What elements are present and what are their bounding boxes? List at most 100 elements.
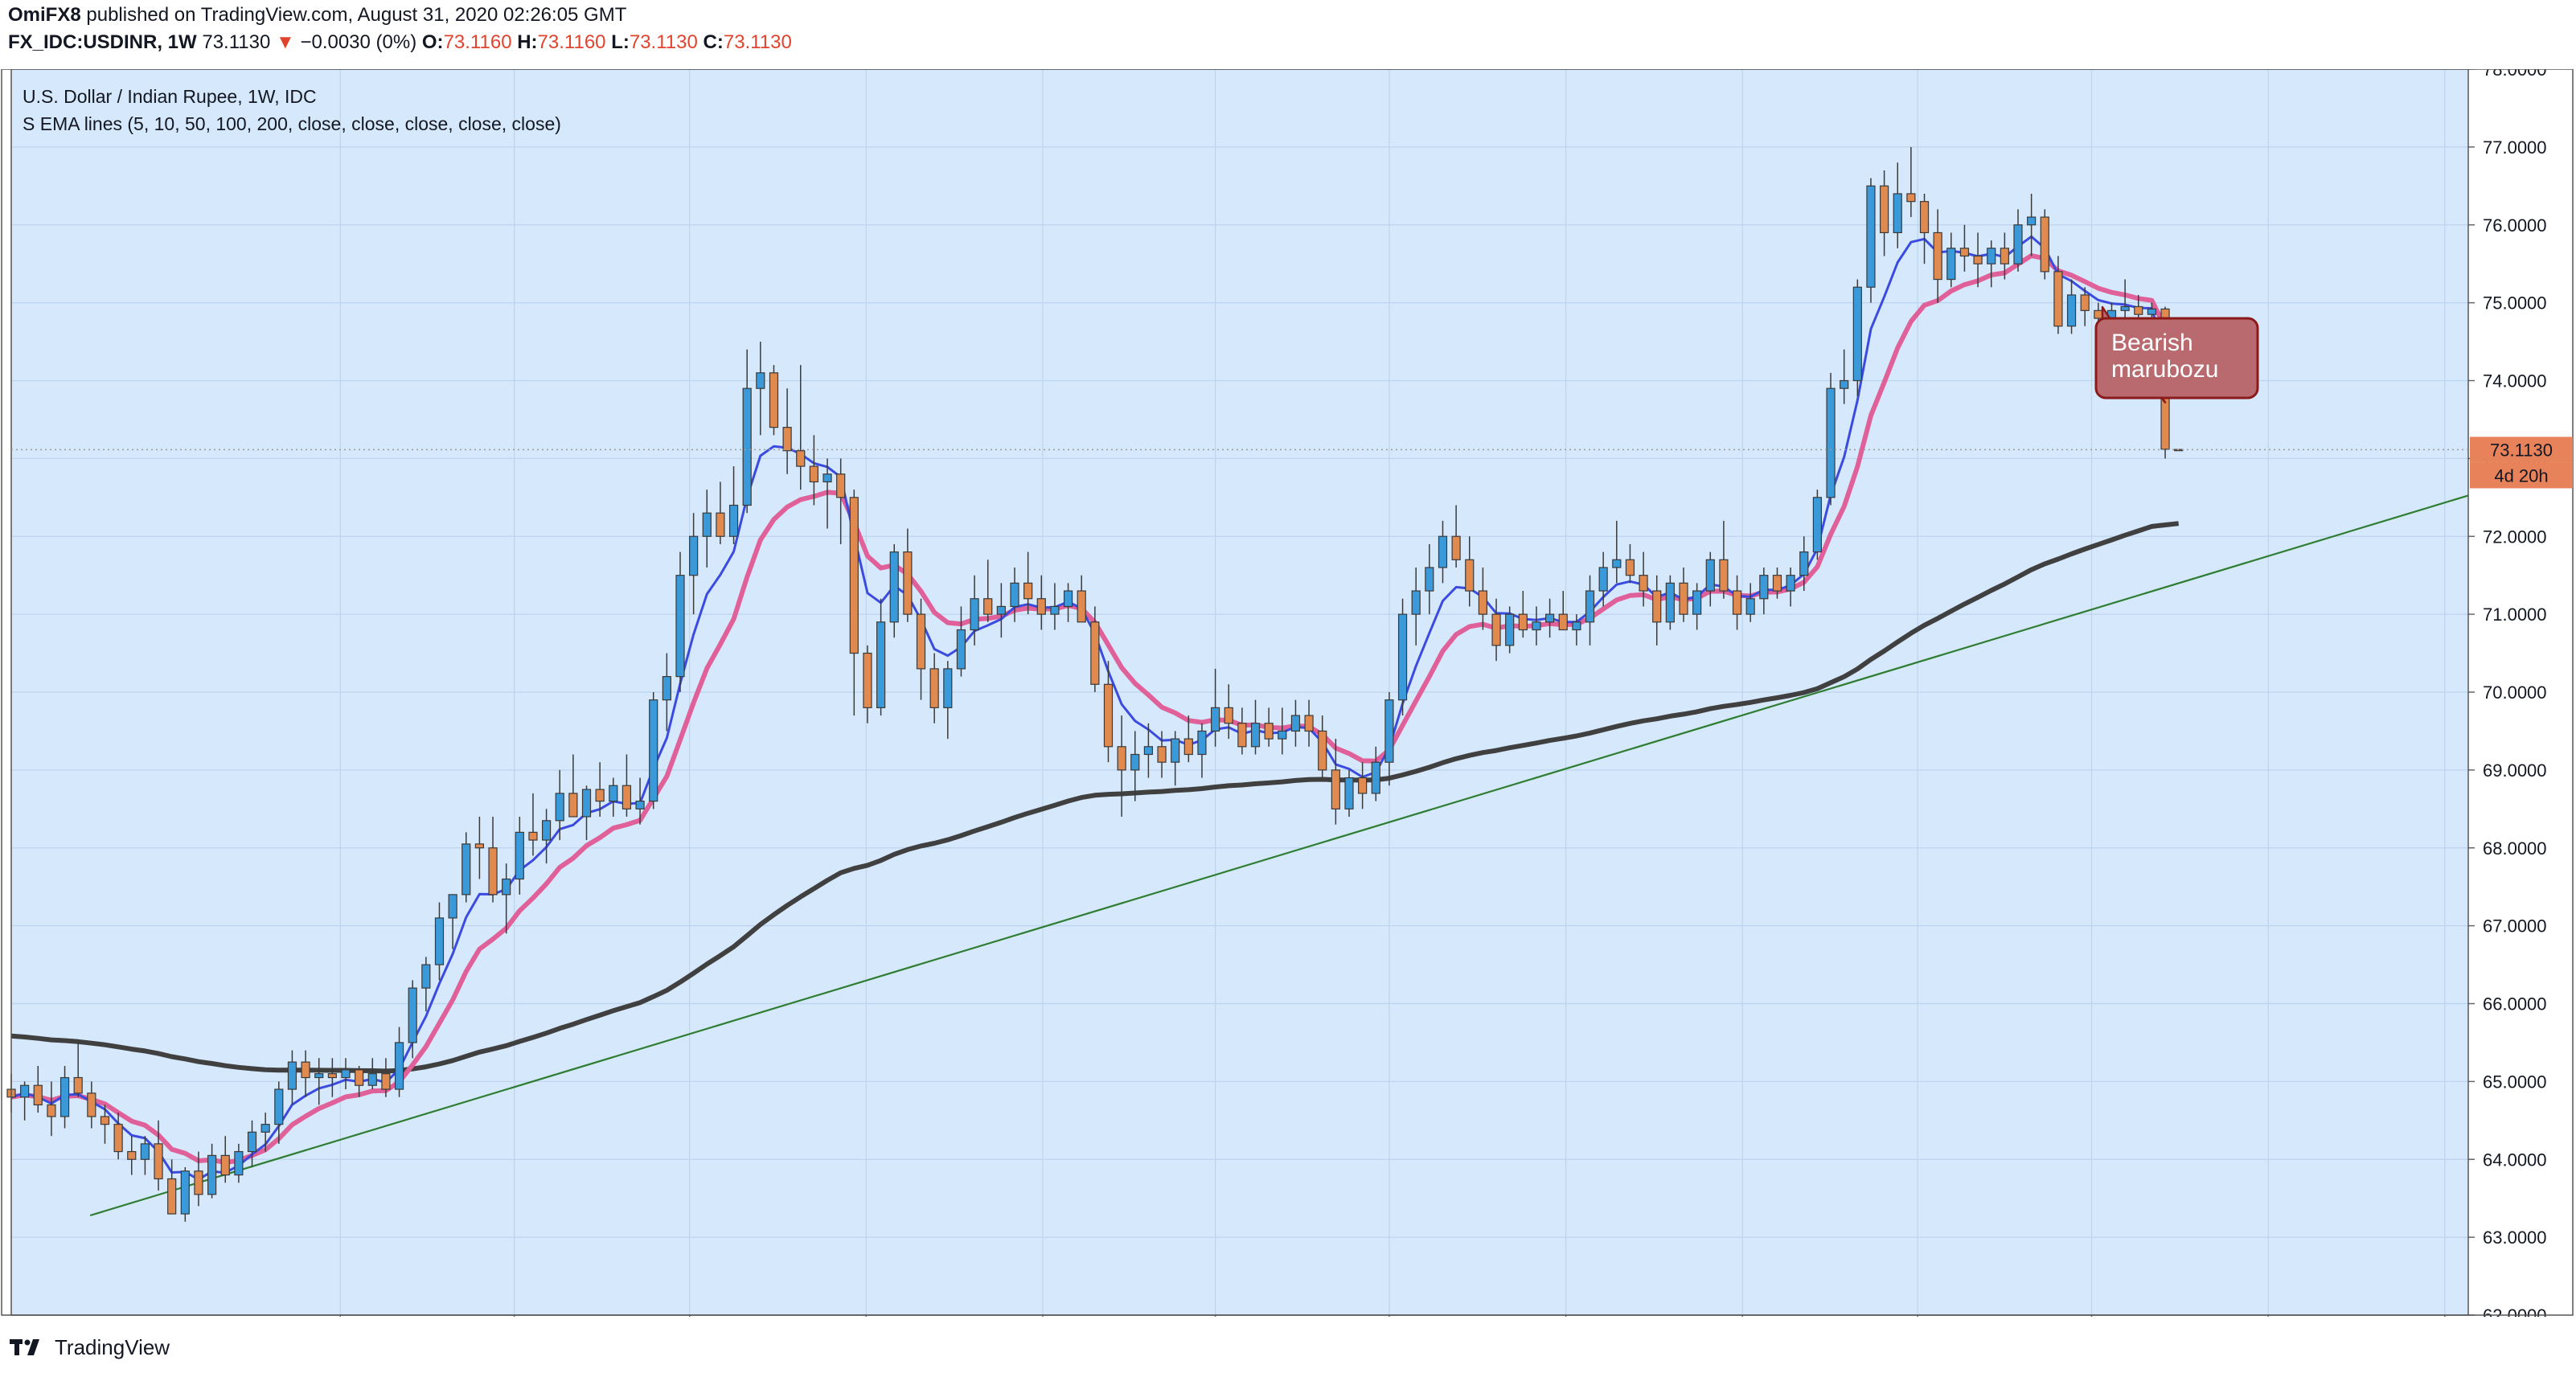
candle-body bbox=[2027, 216, 2037, 226]
candle bbox=[1331, 739, 1340, 825]
y-tick-label: 75.0000 bbox=[2483, 293, 2547, 314]
candle-body bbox=[1491, 613, 1501, 646]
candle bbox=[903, 528, 913, 622]
candle-body bbox=[1639, 575, 1648, 592]
candle bbox=[73, 1042, 83, 1097]
candle bbox=[207, 1143, 217, 1199]
candle bbox=[662, 653, 671, 732]
last-price: 73.1130 bbox=[202, 31, 271, 53]
candle bbox=[1425, 543, 1434, 615]
candle bbox=[100, 1105, 110, 1144]
candle-body bbox=[2000, 248, 2009, 264]
candle-body bbox=[1518, 613, 1528, 631]
candle-body bbox=[1505, 613, 1515, 646]
high-value: 73.1160 bbox=[537, 31, 606, 53]
candle-body bbox=[180, 1170, 190, 1215]
candle bbox=[180, 1166, 190, 1222]
brand-name[interactable]: TradingView bbox=[55, 1334, 170, 1359]
close-value: 73.1130 bbox=[723, 31, 792, 53]
candle bbox=[1639, 551, 1648, 607]
candle bbox=[1585, 575, 1595, 646]
candle-body bbox=[528, 831, 538, 841]
candle bbox=[1598, 551, 1608, 607]
candle bbox=[541, 809, 552, 864]
candle-body bbox=[1585, 590, 1595, 623]
axes-layer: 62.0000 63.0000 64.0000 65.0000 66.0000 67.00… bbox=[1, 69, 2574, 1317]
candle bbox=[595, 762, 605, 817]
candle bbox=[528, 793, 538, 856]
candle-body bbox=[849, 497, 859, 654]
published-text: published on TradingView.com, August 31,… bbox=[86, 4, 627, 26]
candle bbox=[194, 1151, 203, 1207]
candle-body bbox=[2040, 216, 2049, 273]
candle bbox=[689, 513, 699, 615]
candle-body bbox=[367, 1073, 377, 1086]
candle bbox=[1919, 194, 1930, 264]
candle-body bbox=[1197, 730, 1207, 756]
candle bbox=[1384, 692, 1394, 786]
candle bbox=[434, 902, 445, 981]
candle bbox=[1304, 699, 1314, 747]
candle bbox=[1077, 575, 1086, 623]
candle bbox=[1612, 520, 1622, 584]
footer: TradingView bbox=[10, 1331, 170, 1363]
candle-body bbox=[1705, 559, 1715, 592]
candle bbox=[769, 365, 779, 436]
candle bbox=[1143, 723, 1154, 778]
candle-body bbox=[448, 894, 457, 919]
publisher-name[interactable]: OmiFX8 bbox=[8, 4, 81, 26]
candle-body bbox=[1959, 248, 1970, 257]
candle bbox=[367, 1058, 377, 1090]
tradingview-logo-icon[interactable] bbox=[10, 1337, 47, 1358]
candle-body bbox=[1840, 379, 1849, 389]
y-tick-label: 74.0000 bbox=[2483, 371, 2547, 391]
y-tick-label: 69.0000 bbox=[2483, 760, 2547, 781]
candle bbox=[1264, 707, 1274, 747]
candle bbox=[1090, 606, 1100, 692]
candle-body bbox=[769, 372, 779, 428]
candle-body bbox=[167, 1178, 177, 1215]
candle-body bbox=[1572, 621, 1581, 631]
countdown-label: 4d 20h bbox=[2494, 465, 2548, 486]
candle-body bbox=[260, 1124, 270, 1133]
candle-body bbox=[1451, 535, 1461, 560]
candle bbox=[929, 653, 939, 723]
open-value: 73.1160 bbox=[443, 31, 512, 53]
candle-body bbox=[274, 1088, 284, 1125]
candle-body bbox=[1625, 559, 1635, 576]
candle bbox=[2066, 279, 2077, 334]
candle-body bbox=[2094, 309, 2103, 319]
candle-body bbox=[756, 372, 765, 389]
candle-body bbox=[1023, 582, 1033, 600]
candle-body bbox=[1772, 575, 1782, 592]
candle bbox=[2080, 287, 2090, 326]
candle bbox=[140, 1136, 150, 1175]
candle-body bbox=[929, 668, 939, 708]
candle-body bbox=[502, 878, 511, 896]
candle-body bbox=[662, 676, 671, 701]
candle bbox=[20, 1081, 30, 1121]
candle bbox=[314, 1058, 324, 1105]
candle bbox=[1665, 575, 1675, 630]
candle bbox=[609, 777, 618, 817]
candle-body bbox=[87, 1092, 96, 1117]
candle-body bbox=[728, 504, 739, 537]
candle-body bbox=[1063, 590, 1073, 608]
candle-body bbox=[1210, 707, 1220, 732]
candle bbox=[234, 1143, 244, 1183]
candle bbox=[1544, 598, 1555, 638]
candle-body bbox=[194, 1170, 203, 1195]
candle-body bbox=[1183, 738, 1193, 756]
candle-body bbox=[2013, 224, 2023, 264]
candle-body bbox=[1893, 193, 1902, 234]
y-tick-label: 76.0000 bbox=[2483, 215, 2547, 236]
y-tick-label: 68.0000 bbox=[2483, 838, 2547, 859]
candle-body bbox=[863, 652, 872, 708]
candle bbox=[1250, 699, 1261, 755]
candle bbox=[635, 777, 645, 825]
y-tick-label: 63.0000 bbox=[2483, 1228, 2547, 1248]
candle-body bbox=[47, 1104, 56, 1117]
price-chart[interactable]: 62.0000 63.0000 64.0000 65.0000 66.0000 67.00… bbox=[0, 69, 2576, 1317]
candle bbox=[1344, 769, 1354, 817]
candle bbox=[381, 1058, 391, 1097]
